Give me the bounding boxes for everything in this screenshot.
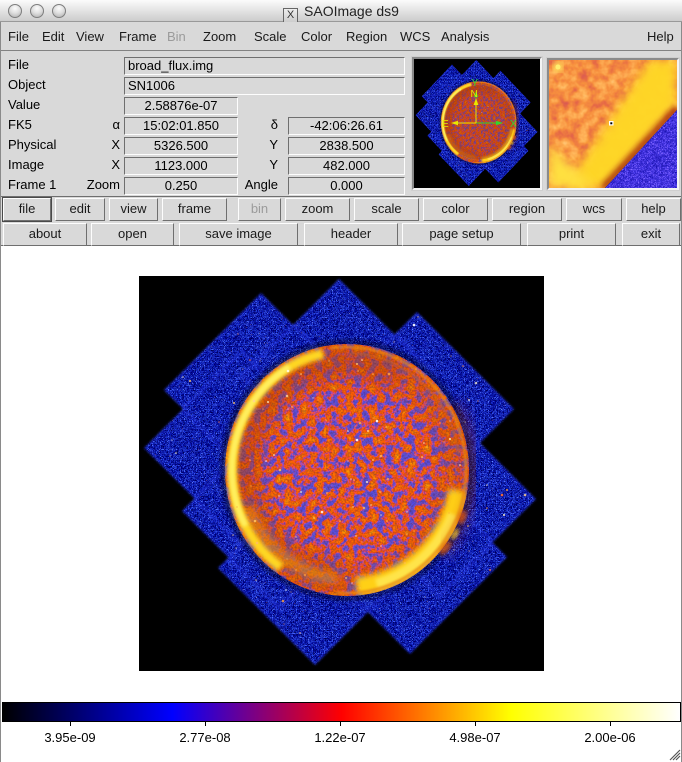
svg-text:X: X <box>510 119 517 130</box>
svg-text:N: N <box>471 89 478 100</box>
svg-text:E: E <box>442 119 449 130</box>
svg-text:Y: Y <box>472 78 479 89</box>
